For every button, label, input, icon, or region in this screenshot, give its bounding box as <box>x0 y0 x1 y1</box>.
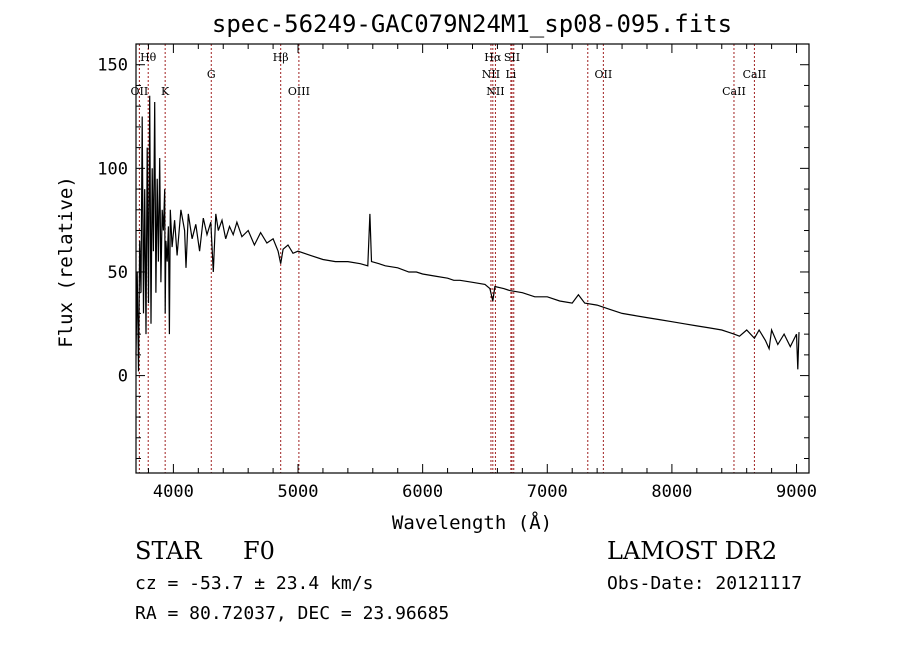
x-tick-label: 8000 <box>651 482 692 502</box>
chart-title: spec-56249-GAC079N24M1_sp08-095.fits <box>212 10 732 38</box>
line-label: Hβ <box>273 51 289 64</box>
line-label: OIII <box>288 85 310 98</box>
line-label: CaII <box>722 85 746 98</box>
plot-frame <box>135 43 810 474</box>
object-subclass: F0 <box>243 537 275 565</box>
x-tick-label: 4000 <box>153 482 194 502</box>
emission-line-markers <box>138 44 755 473</box>
line-label: CaII <box>743 68 767 81</box>
line-label: Hα <box>484 51 502 64</box>
spectrum-line <box>135 95 800 372</box>
line-label: OII <box>131 85 149 98</box>
x-tick-label: 7000 <box>527 482 568 502</box>
y-axis: 0 50 100 150 <box>97 43 809 459</box>
y-tick-label: 150 <box>97 56 128 76</box>
x-axis-label: Wavelength (Å) <box>392 511 552 534</box>
survey-name: LAMOST DR2 <box>607 537 778 565</box>
coordinates: RA = 80.72037, DEC = 23.96685 <box>135 603 450 624</box>
line-label: OII <box>595 68 613 81</box>
x-axis: 4000 5000 6000 7000 8000 9000 <box>147 44 817 502</box>
y-tick-label: 0 <box>118 367 128 387</box>
y-tick-label: 100 <box>97 159 128 179</box>
redshift-value: cz = -53.7 ± 23.4 km/s <box>135 573 374 594</box>
observation-date: Obs-Date: 20121117 <box>607 573 803 594</box>
line-label: K <box>161 85 170 98</box>
y-tick-label: 50 <box>108 263 128 283</box>
line-label: NII <box>482 68 500 81</box>
x-tick-label: 9000 <box>776 482 817 502</box>
object-class: STAR <box>135 537 202 565</box>
line-label: SII <box>504 51 520 64</box>
line-label: Li <box>505 68 516 81</box>
line-label: NII <box>486 85 504 98</box>
x-tick-label: 5000 <box>278 482 319 502</box>
line-label: Hθ <box>140 51 157 64</box>
y-axis-label: Flux (relative) <box>55 176 77 348</box>
x-tick-label: 6000 <box>402 482 443 502</box>
emission-line-labels: Hθ OII K G Hβ OIII Hα NII NII SII Li OII CaII CaII <box>131 51 767 98</box>
line-label: G <box>207 68 216 81</box>
